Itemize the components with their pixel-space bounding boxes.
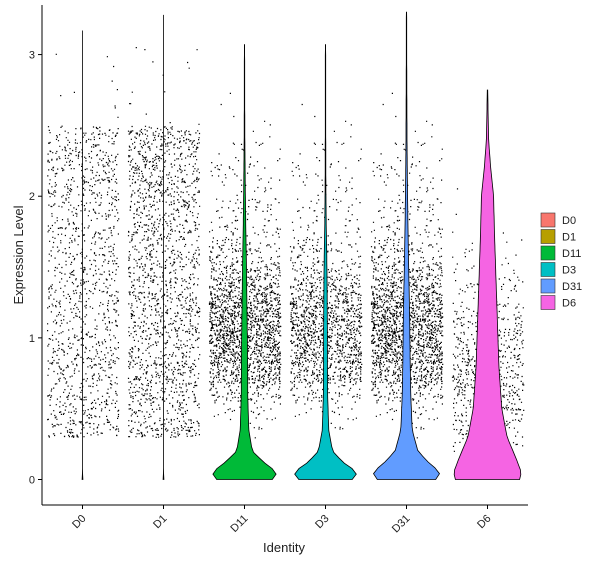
legend-label-D31: D31 xyxy=(562,281,582,293)
violin-D11 xyxy=(212,44,277,480)
violin-D6 xyxy=(453,89,522,480)
legend-label-D6: D6 xyxy=(562,298,576,310)
axes xyxy=(41,5,528,506)
legend-swatch-D1 xyxy=(540,229,556,244)
x-tick-label: D0 xyxy=(70,513,88,531)
x-axis-title: Identity xyxy=(263,540,305,555)
points-D0 xyxy=(47,53,120,438)
y-ticks: 0 1 2 3 xyxy=(29,50,42,487)
y-tick-label: 0 xyxy=(29,475,35,487)
violin-D0 xyxy=(81,30,84,480)
x-tick-label: D11 xyxy=(228,513,250,535)
y-tick-label: 1 xyxy=(29,333,35,345)
points-D3 xyxy=(289,103,363,430)
violin-D1 xyxy=(162,14,165,480)
legend-swatch-D3 xyxy=(540,262,556,277)
legend-swatch-D11 xyxy=(540,245,556,261)
x-tick-label: D1 xyxy=(151,513,169,531)
points-D11 xyxy=(208,92,282,439)
x-tick-label: D3 xyxy=(313,513,331,531)
legend-label-D11: D11 xyxy=(562,248,581,260)
x-tick-label: D31 xyxy=(390,513,413,536)
jitter-dots-D3 xyxy=(289,103,363,430)
violin-D3 xyxy=(294,44,357,480)
y-axis-title: Expression Level xyxy=(11,205,26,304)
points-D31 xyxy=(370,92,444,439)
violins xyxy=(81,11,522,480)
jitter-dots-D0 xyxy=(47,53,120,438)
jitter-points xyxy=(47,47,525,458)
legend-swatch-D6 xyxy=(540,295,556,310)
x-ticks: D0 D1 D11 D3 D31 D6 xyxy=(70,505,494,536)
y-tick-label: 3 xyxy=(29,50,35,62)
legend-label-D1: D1 xyxy=(562,232,576,244)
violin-D31 xyxy=(373,11,440,480)
legend-swatch-D31 xyxy=(540,278,556,294)
legend-swatch-D0 xyxy=(540,212,556,228)
points-D1 xyxy=(127,47,201,438)
y-tick-label: 2 xyxy=(29,191,35,203)
jitter-dots-D31 xyxy=(370,92,444,439)
jitter-dots-D11 xyxy=(208,92,282,439)
legend-label-D3: D3 xyxy=(562,265,576,277)
legend: D0 D1 D11 D3 D31 D6 xyxy=(540,212,582,310)
x-tick-label: D6 xyxy=(475,513,493,531)
legend-label-D0: D0 xyxy=(562,215,576,227)
jitter-dots-D1 xyxy=(127,47,201,438)
